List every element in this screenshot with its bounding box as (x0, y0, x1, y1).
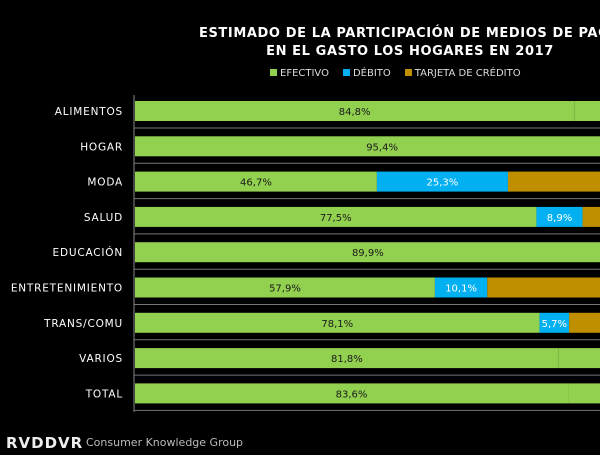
data-label: 5,7% (542, 319, 567, 330)
bar-remainder-7 (558, 348, 600, 369)
category-label: ALIMENTOS (55, 106, 123, 118)
legend-item-credito: TARJETA DE CRÉDITO (404, 68, 521, 79)
category-label: HOGAR (80, 141, 123, 153)
data-label: 10,1% (445, 284, 477, 295)
data-label: 25,3% (427, 178, 459, 189)
data-label: 78,1% (321, 319, 353, 330)
category-label: EDUCACIÓN (53, 246, 123, 259)
bar-remainder-5 (487, 277, 600, 298)
data-label: 95,4% (366, 142, 398, 153)
legend-swatch (270, 69, 277, 76)
data-label: 77,5% (320, 213, 352, 224)
legend-swatch (342, 69, 350, 76)
bar-efectivo-6 (135, 312, 540, 333)
chart-title-line1: ESTIMADO DE LA PARTICIPACIÓN DE MEDIOS D… (198, 26, 600, 41)
bar-efectivo-7 (135, 348, 559, 369)
legend-swatch (404, 69, 412, 76)
data-label: 89,9% (352, 248, 384, 259)
bar-efectivo-5 (135, 277, 435, 298)
bar-efectivo-1 (135, 136, 600, 157)
category-label: TRANS/COMU (43, 318, 123, 330)
bar-remainder-3 (582, 206, 600, 227)
legend-label: EFECTIVO (280, 68, 329, 79)
category-label: MODA (87, 177, 123, 189)
brand-tagline: Consumer Knowledge Group (86, 436, 244, 449)
data-label: 81,8% (331, 354, 363, 365)
category-label: TOTAL (85, 388, 123, 400)
legend-item-debito: DÉBITO (342, 68, 391, 79)
bar-remainder-2 (507, 171, 600, 192)
bar-remainder-0 (574, 101, 600, 121)
category-label: VARIOS (79, 353, 123, 365)
bar-efectivo-2 (135, 171, 377, 192)
legend: EFECTIVO DÉBITO TARJETA DE CRÉDITO (270, 68, 521, 79)
bar-dbito-5 (434, 277, 488, 298)
category-label: ENTRETENIMIENTO (11, 283, 123, 295)
bar-dbito-6 (539, 312, 570, 333)
legend-label: TARJETA DE CRÉDITO (414, 68, 521, 79)
data-label: 84,8% (339, 107, 371, 118)
data-label: 83,6% (336, 389, 368, 400)
bar-efectivo-0 (135, 101, 575, 121)
chart-title-line2: EN EL GASTO LOS HOGARES EN 2017 (266, 44, 554, 59)
legend-item-efectivo: EFECTIVO (270, 68, 329, 79)
bar-efectivo-3 (135, 206, 537, 227)
raddar-logo: RVDDVR (6, 434, 84, 452)
data-label: 57,9% (269, 284, 301, 295)
bar-dbito-2 (376, 171, 508, 192)
category-label: SALUD (84, 212, 123, 224)
bar-efectivo-4 (135, 242, 600, 263)
bar-remainder-8 (568, 383, 600, 404)
data-label: 8,9% (547, 213, 572, 224)
bar-efectivo-8 (135, 383, 569, 404)
bar-remainder-6 (569, 312, 600, 333)
legend-label: DÉBITO (352, 68, 391, 79)
data-label: 46,7% (240, 178, 272, 189)
bar-dbito-3 (536, 206, 583, 227)
